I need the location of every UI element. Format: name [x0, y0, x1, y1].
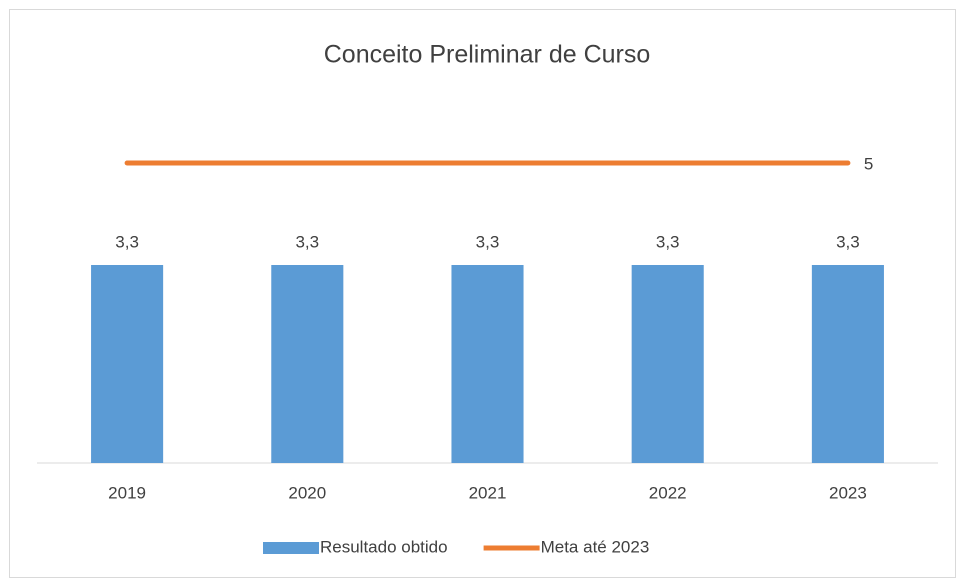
x-tick-label: 2023 — [829, 483, 867, 502]
legend-label: Resultado obtido — [320, 537, 448, 556]
legend-label: Meta até 2023 — [541, 537, 650, 556]
bar — [91, 265, 164, 463]
data-label: 3,3 — [115, 232, 139, 251]
data-label: 3,3 — [295, 232, 319, 251]
chart-title: Conceito Preliminar de Curso — [324, 41, 651, 69]
x-tick-label: 2021 — [469, 483, 507, 502]
data-label: 3,3 — [656, 232, 680, 251]
x-tick-label: 2019 — [108, 483, 146, 502]
x-tick-label: 2022 — [649, 483, 687, 502]
x-tick-label: 2020 — [288, 483, 326, 502]
bar — [271, 265, 344, 463]
data-label: 5 — [864, 154, 873, 173]
bar — [631, 265, 704, 463]
data-label: 3,3 — [836, 232, 860, 251]
data-label: 3,3 — [476, 232, 500, 251]
legend-swatch — [263, 542, 319, 554]
bar — [451, 265, 524, 463]
bar — [811, 265, 884, 463]
